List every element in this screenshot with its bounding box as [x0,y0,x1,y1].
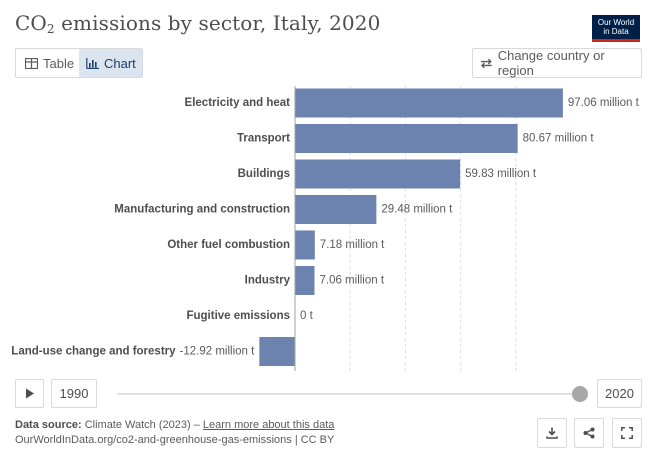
category-label: Land-use change and forestry [11,346,176,358]
url-line: OurWorldInData.org/co2-and-greenhouse-ga… [15,434,335,446]
value-label: -12.92 million t [180,346,256,358]
tab-table-label: Table [43,55,75,71]
title-subscript: 2 [46,22,55,36]
share-button[interactable] [574,418,604,448]
logo-line-1: Our World [597,18,635,27]
tab-chart-label: Chart [104,55,136,71]
category-label: Electricity and heat [185,97,291,109]
category-label: Industry [245,275,291,287]
bar[interactable] [295,159,461,189]
timeline-end-year[interactable]: 2020 [597,379,642,408]
fullscreen-icon [621,427,633,439]
tab-chart[interactable]: Chart [79,49,142,77]
value-label: 59.83 million t [465,168,537,180]
category-label: Transport [237,133,290,145]
bar[interactable] [295,266,315,295]
value-label: 0 t [300,310,314,322]
timeline-handle[interactable] [572,386,588,402]
title-main: CO [15,11,47,35]
category-label: Fugitive emissions [186,310,290,322]
play-icon [25,388,34,399]
play-button[interactable] [15,379,44,408]
share-icon [583,427,595,439]
tab-table[interactable]: Table [16,49,79,77]
value-label: 80.67 million t [523,133,595,145]
source-label: Data source: [15,419,82,431]
footer: Data source: Climate Watch (2023) – Lear… [15,418,334,448]
category-label: Buildings [238,168,290,180]
value-label: 7.06 million t [319,275,384,287]
view-tabs: Table Chart [15,48,143,78]
download-button[interactable] [537,418,567,448]
change-country-button[interactable]: Change country or region [472,48,642,78]
logo-line-2: in Data [603,27,629,36]
bar[interactable] [295,230,315,260]
category-label: Other fuel combustion [167,239,290,251]
chart-icon [86,57,99,69]
learn-more-link[interactable]: Learn more about this data [202,419,335,431]
source-line: Data source: Climate Watch (2023) – Lear… [15,418,334,433]
timeline-start-year[interactable]: 1990 [51,379,97,408]
bar[interactable] [259,337,295,366]
category-label: Manufacturing and construction [114,204,290,216]
timeline-track[interactable] [117,393,579,395]
source-text: Climate Watch (2023) – [81,419,203,431]
value-label: 97.06 million t [568,97,640,109]
download-icon [546,427,558,439]
swap-arrows-icon [480,58,492,68]
chart-title: CO2 emissions by sector, Italy, 2020 [15,11,380,36]
value-label: 7.18 million t [320,239,385,251]
bar[interactable] [295,124,518,153]
bar[interactable] [295,88,563,118]
bar-chart: Electricity and heat 97.06 million t Trans… [11,86,640,371]
fullscreen-button[interactable] [612,418,642,448]
change-country-label: Change country or region [497,48,605,78]
owid-logo[interactable]: Our World in Data [592,15,640,42]
value-label: 29.48 million t [381,204,453,216]
table-icon [25,57,38,69]
bar[interactable] [295,195,377,224]
title-rest: emissions by sector, Italy, 2020 [54,11,381,35]
